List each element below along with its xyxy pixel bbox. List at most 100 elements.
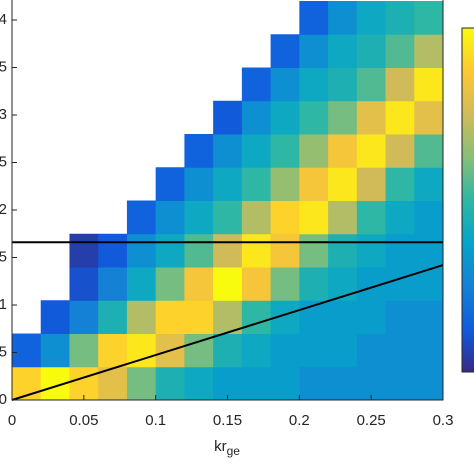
- x-tick-label: 0.15: [213, 412, 242, 429]
- heatmap-cell: [155, 267, 185, 301]
- heatmap-cell: [155, 300, 185, 334]
- heatmap-cell: [241, 233, 272, 268]
- heatmap-cell: [184, 134, 214, 168]
- x-axis-label: krge: [214, 438, 240, 458]
- heatmap-cell: [241, 134, 272, 168]
- heatmap-cell: [356, 167, 387, 201]
- heatmap-cell: [184, 300, 214, 334]
- heatmap-cell: [69, 233, 99, 268]
- x-tick-label: 0.25: [357, 412, 386, 429]
- heatmap-cell: [385, 200, 415, 235]
- heatmap-cell: [414, 34, 444, 68]
- heatmap-cell: [213, 366, 243, 401]
- heatmap-cell: [69, 333, 99, 368]
- heatmap-cell: [328, 134, 358, 168]
- y-tick-label: 1.5: [0, 248, 7, 265]
- heatmap-cell: [356, 1, 387, 35]
- heatmap-cell: [213, 333, 243, 368]
- heatmap-cell: [126, 366, 157, 401]
- heatmap-cell: [299, 366, 329, 401]
- heatmap-cell: [328, 200, 358, 235]
- heatmap-cell: [184, 366, 214, 401]
- heatmap-cell: [213, 100, 243, 135]
- heatmap-cell: [414, 100, 444, 135]
- heatmap-cell: [414, 300, 444, 334]
- heatmap-cell: [328, 67, 358, 102]
- heatmap-cell: [270, 34, 300, 68]
- heatmap-cell: [155, 167, 185, 201]
- heatmap-cell: [241, 167, 272, 201]
- heatmap-cell: [69, 267, 99, 301]
- heatmap-cell: [299, 200, 329, 235]
- heatmap-cell: [356, 300, 387, 334]
- heatmap-cell: [213, 200, 243, 235]
- heatmap-cell: [184, 200, 214, 235]
- heatmap-cell: [356, 34, 387, 68]
- heatmap-cell: [299, 267, 329, 301]
- heatmap-cell: [155, 233, 185, 268]
- y-tick-label: 1: [0, 296, 7, 313]
- heatmap-cell: [299, 1, 329, 35]
- heatmap-cell: [414, 167, 444, 201]
- heatmap-cell: [414, 67, 444, 102]
- heatmap-cell: [414, 333, 444, 368]
- heatmap-cell: [385, 134, 415, 168]
- heatmap-cell: [328, 34, 358, 68]
- heatmap-cell: [241, 366, 272, 401]
- heatmap-cell: [241, 200, 272, 235]
- heatmap-cell: [328, 366, 358, 401]
- heatmap-cell: [270, 100, 300, 135]
- heatmap-cell: [270, 267, 300, 301]
- heatmap-cell: [299, 233, 329, 268]
- x-tick-label: 0.3: [433, 412, 454, 429]
- heatmap-cell: [241, 67, 272, 102]
- colorbar: [461, 27, 474, 373]
- y-tick-label: 2.5: [0, 153, 7, 170]
- heatmap-cell: [356, 134, 387, 168]
- heatmap-cell: [241, 333, 272, 368]
- heatmap-cell: [98, 267, 128, 301]
- heatmap-cell: [328, 100, 358, 135]
- heatmap-cell: [385, 34, 415, 68]
- heatmap-cell: [299, 34, 329, 68]
- heatmap-cell: [213, 233, 243, 268]
- heatmap-cell: [385, 366, 415, 401]
- heatmap-cell: [414, 233, 444, 268]
- heatmap-cell: [385, 167, 415, 201]
- heatmap-cell: [328, 1, 358, 35]
- heatmap-cell: [155, 366, 185, 401]
- heatmap-cell: [213, 167, 243, 201]
- heatmap-cell: [155, 200, 185, 235]
- heatmap-cell: [270, 233, 300, 268]
- heatmap-cell: [69, 366, 99, 401]
- heatmap-cell: [385, 333, 415, 368]
- reference-line: [11, 264, 444, 401]
- heatmap-cell: [126, 300, 157, 334]
- heatmap-cell: [299, 333, 329, 368]
- heatmap-cell: [98, 233, 128, 268]
- heatmap-cell: [241, 267, 272, 301]
- heatmap-cell: [414, 1, 444, 35]
- heatmap-cell: [356, 233, 387, 268]
- heatmap-cell: [299, 67, 329, 102]
- x-tick-label: 0.05: [69, 412, 98, 429]
- y-tick-label: 0: [0, 391, 7, 408]
- heatmap-cell: [328, 267, 358, 301]
- heatmap-cell: [328, 333, 358, 368]
- heatmap-cell: [270, 67, 300, 102]
- heatmap-cell: [213, 267, 243, 301]
- heatmap-cell: [414, 134, 444, 168]
- y-tick-label: 2: [0, 201, 7, 218]
- heatmap-cell: [385, 1, 415, 35]
- heatmap-cell: [385, 100, 415, 135]
- heatmap-cell: [299, 100, 329, 135]
- heatmap-cell: [356, 333, 387, 368]
- heatmap-cell: [98, 333, 128, 368]
- heatmap-cell: [40, 300, 70, 334]
- heatmap-cell: [385, 67, 415, 102]
- heatmap-cell: [213, 134, 243, 168]
- x-tick-label: 0: [8, 412, 16, 429]
- heatmap-cell: [98, 300, 128, 334]
- heatmap-cell: [414, 366, 444, 401]
- heatmap-cell: [385, 267, 415, 301]
